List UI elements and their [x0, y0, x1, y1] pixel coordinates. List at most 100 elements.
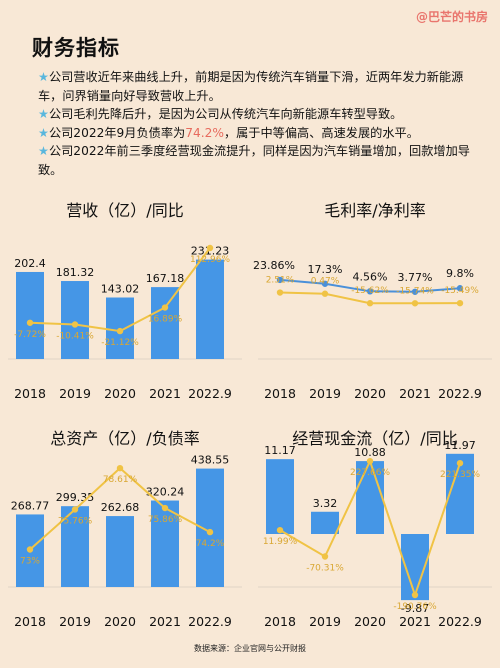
- bar-value-label: 143.02: [101, 283, 140, 296]
- x-tick-label: 2020: [104, 614, 136, 629]
- chart-title: 营收（亿）/同比: [66, 201, 183, 220]
- bar: [16, 271, 44, 359]
- point-value-label: 9.8%: [446, 267, 474, 280]
- point-value-label: -15.74%: [396, 286, 434, 296]
- x-tick-label: 2018: [14, 386, 46, 401]
- data-point: [456, 299, 464, 307]
- data-point: [206, 528, 214, 536]
- point-value-label: -10.41%: [56, 331, 94, 341]
- data-point: [71, 321, 79, 328]
- x-tick-label: 2019: [59, 614, 91, 629]
- bar-value-label: 268.77: [11, 499, 50, 512]
- data-point: [411, 288, 419, 295]
- point-value-label: -7.72%: [14, 330, 46, 340]
- x-tick-label: 2022.9: [438, 614, 482, 629]
- bar-value-label: 181.32: [56, 266, 95, 279]
- point-value-label: 2.51%: [266, 276, 295, 286]
- bullet-list: ★公司营收近年来曲线上升，前期是因为传统汽车销量下滑，近两年发力新能源车，问界销…: [38, 68, 478, 180]
- data-point: [206, 244, 214, 252]
- point-value-label: 4.56%: [353, 270, 388, 283]
- point-value-label: -21.12%: [101, 338, 139, 348]
- bar: [266, 459, 294, 534]
- chart-title: 总资产（亿）/负债率: [50, 429, 199, 448]
- point-value-label: 74.2%: [196, 539, 225, 549]
- data-point: [456, 285, 464, 292]
- x-tick-label: 2020: [104, 386, 136, 401]
- bar-value-label: 167.18: [146, 272, 185, 285]
- point-value-label: -190.76%: [393, 602, 437, 612]
- star-icon: ★: [38, 144, 49, 159]
- data-point: [161, 504, 169, 512]
- bar: [446, 453, 474, 534]
- point-value-label: -70.31%: [306, 563, 344, 573]
- x-tick-label: 2021: [149, 386, 181, 401]
- point-value-label: -15.49%: [441, 286, 479, 296]
- bar-value-label: -9.87: [401, 602, 429, 615]
- x-tick-label: 2019: [309, 386, 341, 401]
- point-value-label: 3.77%: [398, 271, 433, 284]
- x-tick-label: 2019: [309, 614, 341, 629]
- x-tick-label: 2018: [264, 386, 296, 401]
- bar-value-label: 202.4: [14, 257, 46, 270]
- data-point: [276, 289, 284, 296]
- data-point: [276, 526, 284, 534]
- bar: [61, 506, 89, 587]
- point-value-label: 112.96%: [190, 255, 230, 265]
- data-point: [456, 459, 464, 467]
- data-point: [366, 457, 374, 465]
- x-tick-label: 2018: [14, 614, 46, 629]
- margin-chart: 毛利率/净利率 2018 2019 2020 2021 2022.9 23.86% 17.3%…: [253, 201, 492, 401]
- point-value-label: 17.3%: [308, 263, 343, 276]
- data-point: [116, 327, 124, 335]
- bar-value-label: 10.88: [354, 446, 386, 459]
- data-point: [366, 300, 374, 307]
- bar: [196, 259, 224, 359]
- data-point: [71, 506, 79, 513]
- data-point: [321, 553, 329, 560]
- bar-value-label: 11.97: [444, 439, 476, 452]
- point-value-label: 75.86%: [148, 515, 183, 525]
- bullet-debt-ratio: ★公司2022年9月负债率为74.2%，属于中等偏高、高速发展的水平。: [38, 125, 419, 140]
- data-point: [276, 276, 284, 284]
- star-icon: ★: [38, 107, 49, 122]
- bar: [151, 287, 179, 359]
- watermark: @巴芒的书房: [415, 10, 488, 24]
- data-point: [26, 319, 34, 326]
- x-tick-label: 2018: [264, 614, 296, 629]
- bar: [311, 511, 339, 534]
- data-point: [116, 464, 124, 472]
- point-value-label: 11.99%: [263, 537, 298, 547]
- data-point: [26, 546, 34, 553]
- bar: [61, 281, 89, 359]
- point-value-label: 0.47%: [311, 277, 340, 287]
- point-value-label: 78.61%: [103, 475, 138, 485]
- x-tick-label: 2020: [354, 614, 386, 629]
- data-point: [411, 591, 419, 599]
- cashflow-chart: 经营现金流（亿）/同比 2018 2019 2020 2021 2022.9 11.17 3.…: [258, 429, 492, 629]
- x-tick-label: 2021: [149, 614, 181, 629]
- x-tick-label: 2022.9: [188, 614, 232, 629]
- bar: [151, 500, 179, 587]
- data-point: [321, 280, 329, 287]
- source-note: 数据来源：企业官网与公开财报: [194, 644, 306, 653]
- data-point: [411, 300, 419, 307]
- point-value-label: 23.86%: [253, 259, 295, 272]
- x-tick-label: 2021: [399, 386, 431, 401]
- point-value-label: 227.66%: [350, 468, 390, 478]
- star-icon: ★: [38, 70, 49, 84]
- point-value-label: 75.76%: [58, 516, 93, 526]
- bar-value-label: 320.24: [146, 486, 185, 499]
- point-value-label: 221.35%: [440, 470, 480, 480]
- bar-value-label: 438.55: [191, 454, 230, 467]
- bar-value-label: 11.17: [264, 444, 296, 457]
- bar-value-label: 262.68: [101, 501, 140, 514]
- point-value-label: 73%: [20, 557, 40, 567]
- x-tick-label: 2020: [354, 386, 386, 401]
- x-tick-label: 2022.9: [188, 386, 232, 401]
- page-title: 财务指标: [32, 36, 120, 60]
- data-point: [321, 290, 329, 297]
- bar: [106, 516, 134, 587]
- bar: [356, 461, 384, 534]
- bar-value-label: 3.32: [313, 497, 338, 510]
